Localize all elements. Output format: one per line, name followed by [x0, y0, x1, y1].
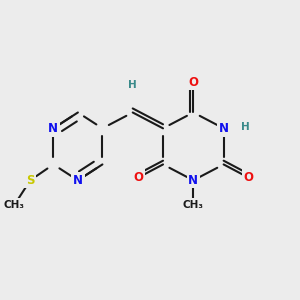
- Text: N: N: [188, 174, 198, 187]
- Text: O: O: [188, 76, 198, 89]
- Text: O: O: [134, 171, 143, 184]
- Text: H: H: [241, 122, 250, 132]
- Text: CH₃: CH₃: [183, 200, 204, 210]
- Text: N: N: [73, 174, 83, 187]
- Text: S: S: [26, 174, 34, 187]
- Text: N: N: [48, 122, 59, 135]
- Text: N: N: [219, 122, 229, 135]
- Text: H: H: [128, 80, 137, 90]
- Text: O: O: [243, 171, 253, 184]
- Text: CH₃: CH₃: [4, 200, 25, 210]
